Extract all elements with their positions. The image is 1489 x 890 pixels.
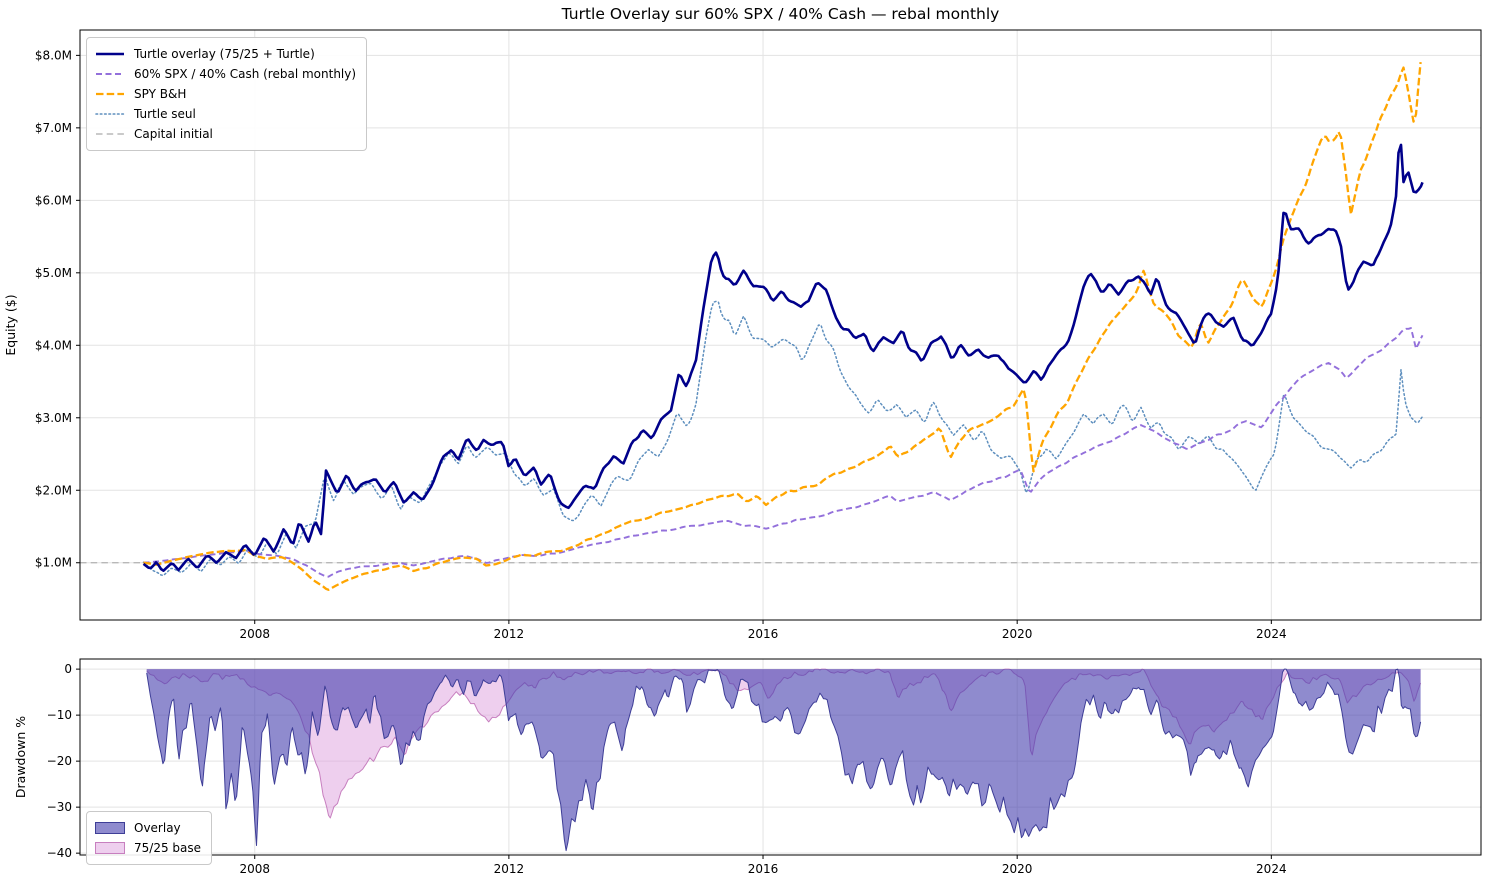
legend-label: 75/25 base xyxy=(134,841,202,855)
series-turtle-seul xyxy=(142,300,1424,577)
panel-frame-equity: $1.0M $2.0M $3.0M $4.0M $5.0M $6.0M $7.0M $8.0M… xyxy=(3,29,1482,641)
y-tick-label: $3.0M xyxy=(35,411,72,425)
y-tick-label: $7.0M xyxy=(35,121,72,135)
legend-label: 60% SPX / 40% Cash (rebal monthly) xyxy=(134,67,357,81)
series-turtle-overlay-75-25-turtle xyxy=(142,143,1424,572)
capital-initial-line-sample-icon xyxy=(96,133,124,135)
legend-item-turtle-seul: Turtle seul xyxy=(95,104,356,124)
turtle-overlay-75-25-turtle-line-sample-icon xyxy=(96,52,124,56)
y-tick-label: $5.0M xyxy=(35,266,72,280)
x-tick-label: 2008 xyxy=(239,862,270,876)
60-spx-40-cash-rebal-monthly-line-sample-icon xyxy=(96,73,124,75)
y-axis-label-drawdown: Drawdown % xyxy=(13,716,28,798)
spy-b-h-line-sample-icon xyxy=(96,92,124,96)
overlay-swatch-icon xyxy=(95,822,125,834)
legend-label: Capital initial xyxy=(134,127,213,141)
legend-item-capital-initial: Capital initial xyxy=(95,124,356,144)
x-tick-label: 2020 xyxy=(1002,862,1033,876)
drawdown-legend: Overlay 75/25 base xyxy=(86,811,213,865)
x-tick-label: 2024 xyxy=(1256,862,1287,876)
x-tick-label: 2016 xyxy=(748,627,779,641)
area-edge-overlay xyxy=(146,668,1422,852)
legend-item-75-25-base: 75/25 base xyxy=(95,838,201,858)
y-tick-label: −30 xyxy=(47,800,72,814)
x-tick-label: 2020 xyxy=(1002,627,1033,641)
y-tick-label: 0 xyxy=(64,662,72,676)
equity-legend: Turtle overlay (75/25 + Turtle) 60% SPX /… xyxy=(86,37,368,151)
x-tick-label: 2008 xyxy=(239,627,270,641)
y-tick-label: −20 xyxy=(47,754,72,768)
y-tick-label: $4.0M xyxy=(35,338,72,352)
x-tick-label: 2012 xyxy=(494,862,525,876)
y-tick-label: $6.0M xyxy=(35,193,72,207)
area-overlay xyxy=(146,669,1421,851)
series-60-spx-40-cash-rebal-monthly xyxy=(143,327,1424,578)
legend-label: Turtle seul xyxy=(134,107,196,121)
y-axis-label-equity: Equity ($) xyxy=(3,294,18,355)
legend-label: SPY B&H xyxy=(134,87,187,101)
y-tick-label: $2.0M xyxy=(35,483,72,497)
75-25-base-swatch-icon xyxy=(95,842,125,854)
legend-label: Overlay xyxy=(134,821,181,835)
y-tick-label: $8.0M xyxy=(35,48,72,62)
legend-item-turtle-overlay-75-25-turtle: Turtle overlay (75/25 + Turtle) xyxy=(95,44,356,64)
panel-frame-drawdown: 0 −10 −20 −30 −40 2008 2012 2016 2020 2024 Drawdow… xyxy=(13,658,1482,876)
x-tick-label: 2012 xyxy=(494,627,525,641)
x-tick-label: 2024 xyxy=(1256,627,1287,641)
y-tick-label: $1.0M xyxy=(35,556,72,570)
x-tick-label: 2016 xyxy=(748,862,779,876)
legend-item-overlay: Overlay xyxy=(95,818,201,838)
turtle-seul-line-sample-icon xyxy=(95,113,125,115)
legend-item-60-spx-40-cash-rebal-monthly: 60% SPX / 40% Cash (rebal monthly) xyxy=(95,64,356,84)
series-spy-b-h xyxy=(143,61,1422,591)
y-tick-label: −40 xyxy=(47,846,72,860)
legend-item-spy-b-h: SPY B&H xyxy=(95,84,356,104)
chart-title: Turtle Overlay sur 60% SPX / 40% Cash — … xyxy=(561,5,1000,23)
y-tick-label: −10 xyxy=(47,708,72,722)
legend-label: Turtle overlay (75/25 + Turtle) xyxy=(134,47,315,61)
